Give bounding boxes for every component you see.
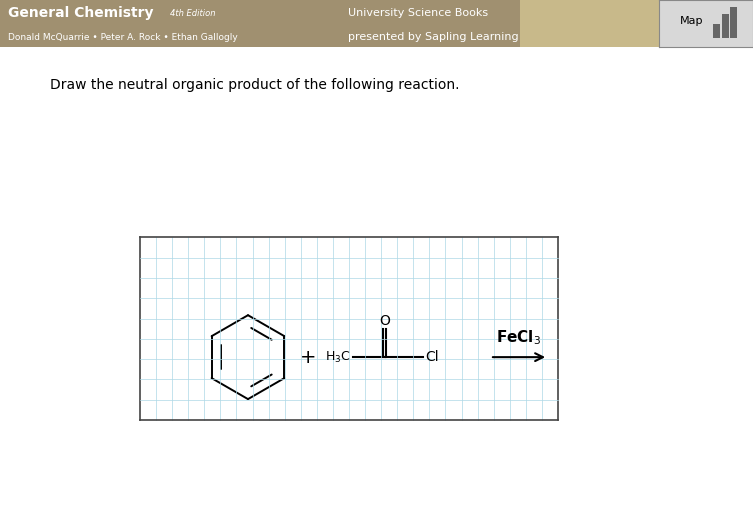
Bar [730,7,737,38]
Bar [520,0,753,47]
Text: Donald McQuarrie • Peter A. Rock • Ethan Gallogly: Donald McQuarrie • Peter A. Rock • Ethan… [8,32,238,41]
Bar [722,14,729,38]
Bar [0,0,520,47]
Text: 4th Edition: 4th Edition [170,9,215,18]
Text: presented by Sapling Learning: presented by Sapling Learning [348,32,519,42]
Text: Draw the neutral organic product of the following reaction.: Draw the neutral organic product of the … [50,78,459,92]
Text: Cl: Cl [425,350,439,364]
Text: Map: Map [679,16,703,26]
Text: FeCl$_3$: FeCl$_3$ [496,328,541,346]
Text: O: O [380,314,391,328]
Text: H$_3$C: H$_3$C [325,349,351,365]
Text: General Chemistry: General Chemistry [8,6,154,20]
Text: University Science Books: University Science Books [348,8,488,18]
Text: +: + [300,347,316,367]
Bar [713,24,720,38]
